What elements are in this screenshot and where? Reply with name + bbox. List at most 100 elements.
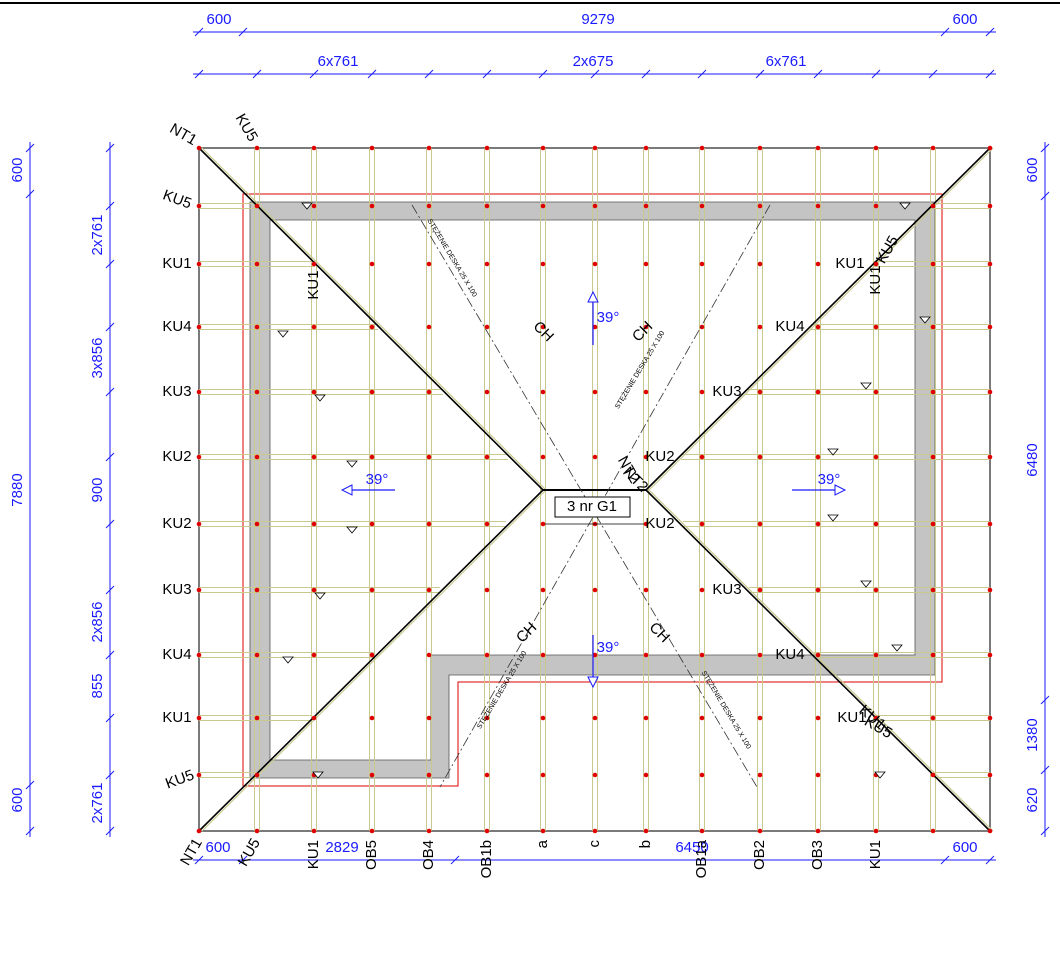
joint [254, 587, 260, 593]
dimension-tick [105, 322, 115, 332]
hip [645, 147, 991, 491]
hip [648, 489, 994, 832]
joint [757, 715, 763, 721]
joint [254, 324, 260, 330]
row-label: KU4 [162, 646, 191, 663]
dimension-label: 2x856 [89, 602, 106, 643]
joint [873, 587, 879, 593]
joint [643, 454, 649, 460]
row-label: KU3 [712, 383, 741, 400]
joint [930, 652, 936, 658]
joint [196, 203, 202, 209]
joint [254, 261, 260, 267]
dimension-tick [194, 69, 204, 79]
joint [592, 454, 598, 460]
marker [827, 514, 839, 522]
slope-label: 39° [818, 471, 841, 488]
joint [643, 145, 649, 151]
dimension-tick [367, 69, 377, 79]
joint [987, 521, 993, 527]
joint [815, 324, 821, 330]
row-label: KU2 [645, 448, 674, 465]
ch-label: CH [629, 318, 656, 345]
joint [987, 389, 993, 395]
joint [540, 587, 546, 593]
joint [987, 772, 993, 778]
row-label: KU4 [162, 318, 191, 335]
joint [930, 324, 936, 330]
joint [873, 652, 879, 658]
joint [592, 772, 598, 778]
joint [873, 454, 879, 460]
joint [484, 652, 490, 658]
slope-label: 39° [597, 639, 620, 656]
joint [873, 828, 879, 834]
joint [484, 203, 490, 209]
arrow-head [834, 484, 847, 496]
joint [699, 652, 705, 658]
joint [311, 145, 317, 151]
dimension-label: 6x761 [318, 53, 359, 70]
joint [873, 261, 879, 267]
row-label: KU2 [645, 515, 674, 532]
dimension-tick [1040, 765, 1050, 775]
ch-label: CH [530, 318, 557, 345]
joint [757, 772, 763, 778]
joint [757, 652, 763, 658]
joint [484, 389, 490, 395]
joint [815, 772, 821, 778]
joint [311, 389, 317, 395]
joint [699, 145, 705, 151]
joint [311, 324, 317, 330]
dimension-tick [25, 826, 35, 836]
joint [196, 521, 202, 527]
dimension-label: 600 [206, 11, 231, 28]
dimension-tick [1040, 191, 1050, 201]
dimension-label: 6x761 [766, 53, 807, 70]
dimension-tick [105, 452, 115, 462]
joint [930, 772, 936, 778]
joint [426, 652, 432, 658]
dimension-label: 6450 [675, 839, 708, 856]
joint [699, 203, 705, 209]
row-label: KU4 [775, 646, 804, 663]
joint [484, 715, 490, 721]
column-label: b [637, 840, 654, 848]
slope-label: 39° [597, 309, 620, 326]
joint [311, 587, 317, 593]
row-label: KU2 [162, 515, 191, 532]
dimension-tick [538, 69, 548, 79]
joint [592, 145, 598, 151]
row-label: KU4 [775, 318, 804, 335]
joint [369, 652, 375, 658]
marker [919, 316, 931, 324]
joint [699, 454, 705, 460]
joint [873, 324, 879, 330]
marker [312, 771, 324, 779]
column-label: NT1 [177, 835, 206, 868]
joint [254, 521, 260, 527]
column-label: KU5 [235, 835, 264, 869]
joint [987, 715, 993, 721]
joint [369, 828, 375, 834]
dimension-label: 1380 [1024, 718, 1041, 751]
hip [201, 147, 547, 491]
joint [815, 587, 821, 593]
joint [873, 715, 879, 721]
joint [873, 389, 879, 395]
marker [891, 644, 903, 652]
slope-label: 39° [366, 471, 389, 488]
joint [369, 261, 375, 267]
joint [196, 828, 202, 834]
arrow-head [587, 290, 599, 303]
joint [196, 652, 202, 658]
row-label: KU1 [835, 255, 864, 272]
joint [930, 715, 936, 721]
joint [643, 587, 649, 593]
beam-label: 3 nr G1 [567, 498, 617, 515]
joint [484, 145, 490, 151]
joint [540, 203, 546, 209]
dimension-label: 9279 [581, 11, 614, 28]
joint [426, 828, 432, 834]
